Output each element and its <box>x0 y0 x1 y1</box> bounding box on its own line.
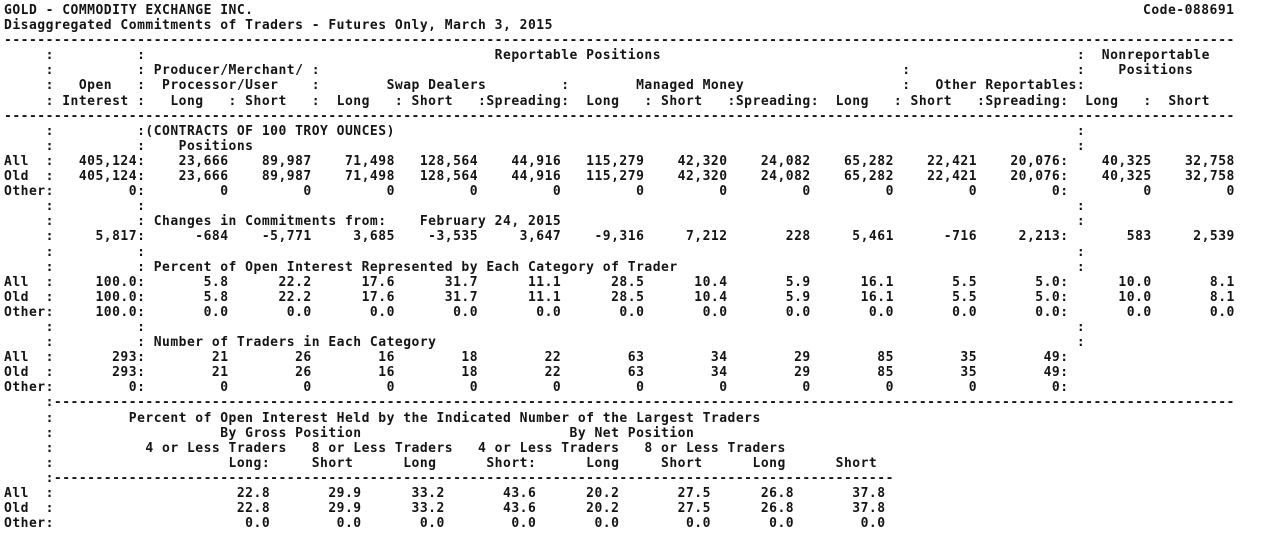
column-header-line-1: : : Reportable Positions : Nonreportable <box>4 48 1235 64</box>
row-percent-old: Old : 100.0: 5.8 22.2 17.6 31.7 11.1 28.… <box>4 289 1235 305</box>
section-title-changes: : : Changes in Commitments from: Februar… <box>4 214 1235 230</box>
row-positions-all: All : 405,124: 23,666 89,987 71,498 128,… <box>4 153 1235 169</box>
row-positions-old: Old : 405,124: 23,666 89,987 71,498 128,… <box>4 169 1235 185</box>
row-positions-other: Other: 0: 0 0 0 0 0 0 0 0 0 0 0: 0 0 <box>4 184 1235 200</box>
spacer-line: : : : <box>4 319 1235 335</box>
report-body: ----------------------------------------… <box>4 33 1280 531</box>
separator-line: ----------------------------------------… <box>4 33 1235 49</box>
row-traders-all: All : 293: 21 26 16 18 22 63 34 29 85 35… <box>4 350 1235 366</box>
row-traders-other: Other: 0: 0 0 0 0 0 0 0 0 0 0 0: <box>4 380 1235 396</box>
column-header-line-3: : Open : Processor/User : Swap Dealers :… <box>4 78 1235 94</box>
report-title-line: GOLD - COMMODITY EXCHANGE INC. Code-08869… <box>4 3 1280 18</box>
concentration-inner-separator-line: :---------------------------------------… <box>4 470 1235 486</box>
report-subtitle: Disaggregated Commitments of Traders - F… <box>4 18 553 34</box>
cot-report-text: GOLD - COMMODITY EXCHANGE INC. Code-08869… <box>4 3 1280 531</box>
concentration-separator-line: :---------------------------------------… <box>4 395 1235 411</box>
concentration-subgroup-header-line: : 4 or Less Traders 8 or Less Traders 4 … <box>4 440 1235 456</box>
row-concentration-other: Other: 0.0 0.0 0.0 0.0 0.0 0.0 0.0 0.0 <box>4 516 1235 532</box>
concentration-group-header-line: : By Gross Position By Net Position <box>4 425 1235 441</box>
row-concentration-old: Old : 22.8 29.9 33.2 43.6 20.2 27.5 26.8… <box>4 501 1235 517</box>
section-title-traders: : : Number of Traders in Each Category : <box>4 335 1235 351</box>
row-concentration-all: All : 22.8 29.9 33.2 43.6 20.2 27.5 26.8… <box>4 486 1235 501</box>
column-header-line-2: : : Producer/Merchant/ : : : Positions <box>4 63 1235 79</box>
unit-note-line: : :(CONTRACTS OF 100 TROY OUNCES) : <box>4 123 1235 139</box>
section-title-positions: : : Positions : <box>4 138 1235 154</box>
section-title-percent: : : Percent of Open Interest Represented… <box>4 259 1235 275</box>
concentration-column-header-line: : Long: Short Long Short: Long Short Lon… <box>4 455 1235 471</box>
row-percent-other: Other: 100.0: 0.0 0.0 0.0 0.0 0.0 0.0 0.… <box>4 304 1235 320</box>
spacer-line: : : : <box>4 244 1235 260</box>
row-percent-all: All : 100.0: 5.8 22.2 17.6 31.7 11.1 28.… <box>4 274 1235 290</box>
spacer-line: : : : <box>4 199 1235 215</box>
row-traders-old: Old : 293: 21 26 16 18 22 63 34 29 85 35… <box>4 365 1235 381</box>
separator-line: ----------------------------------------… <box>4 108 1235 124</box>
concentration-title-line: : Percent of Open Interest Held by the I… <box>4 410 1235 426</box>
report-subtitle-line: Disaggregated Commitments of Traders - F… <box>4 18 1280 33</box>
report-title: GOLD - COMMODITY EXCHANGE INC. <box>4 3 254 18</box>
column-header-line-4: : Interest : Long : Short : Long : Short… <box>4 93 1235 109</box>
report-code: Code-088691 <box>1143 3 1235 18</box>
row-changes: : 5,817: -684 -5,771 3,685 -3,535 3,647 … <box>4 229 1235 245</box>
